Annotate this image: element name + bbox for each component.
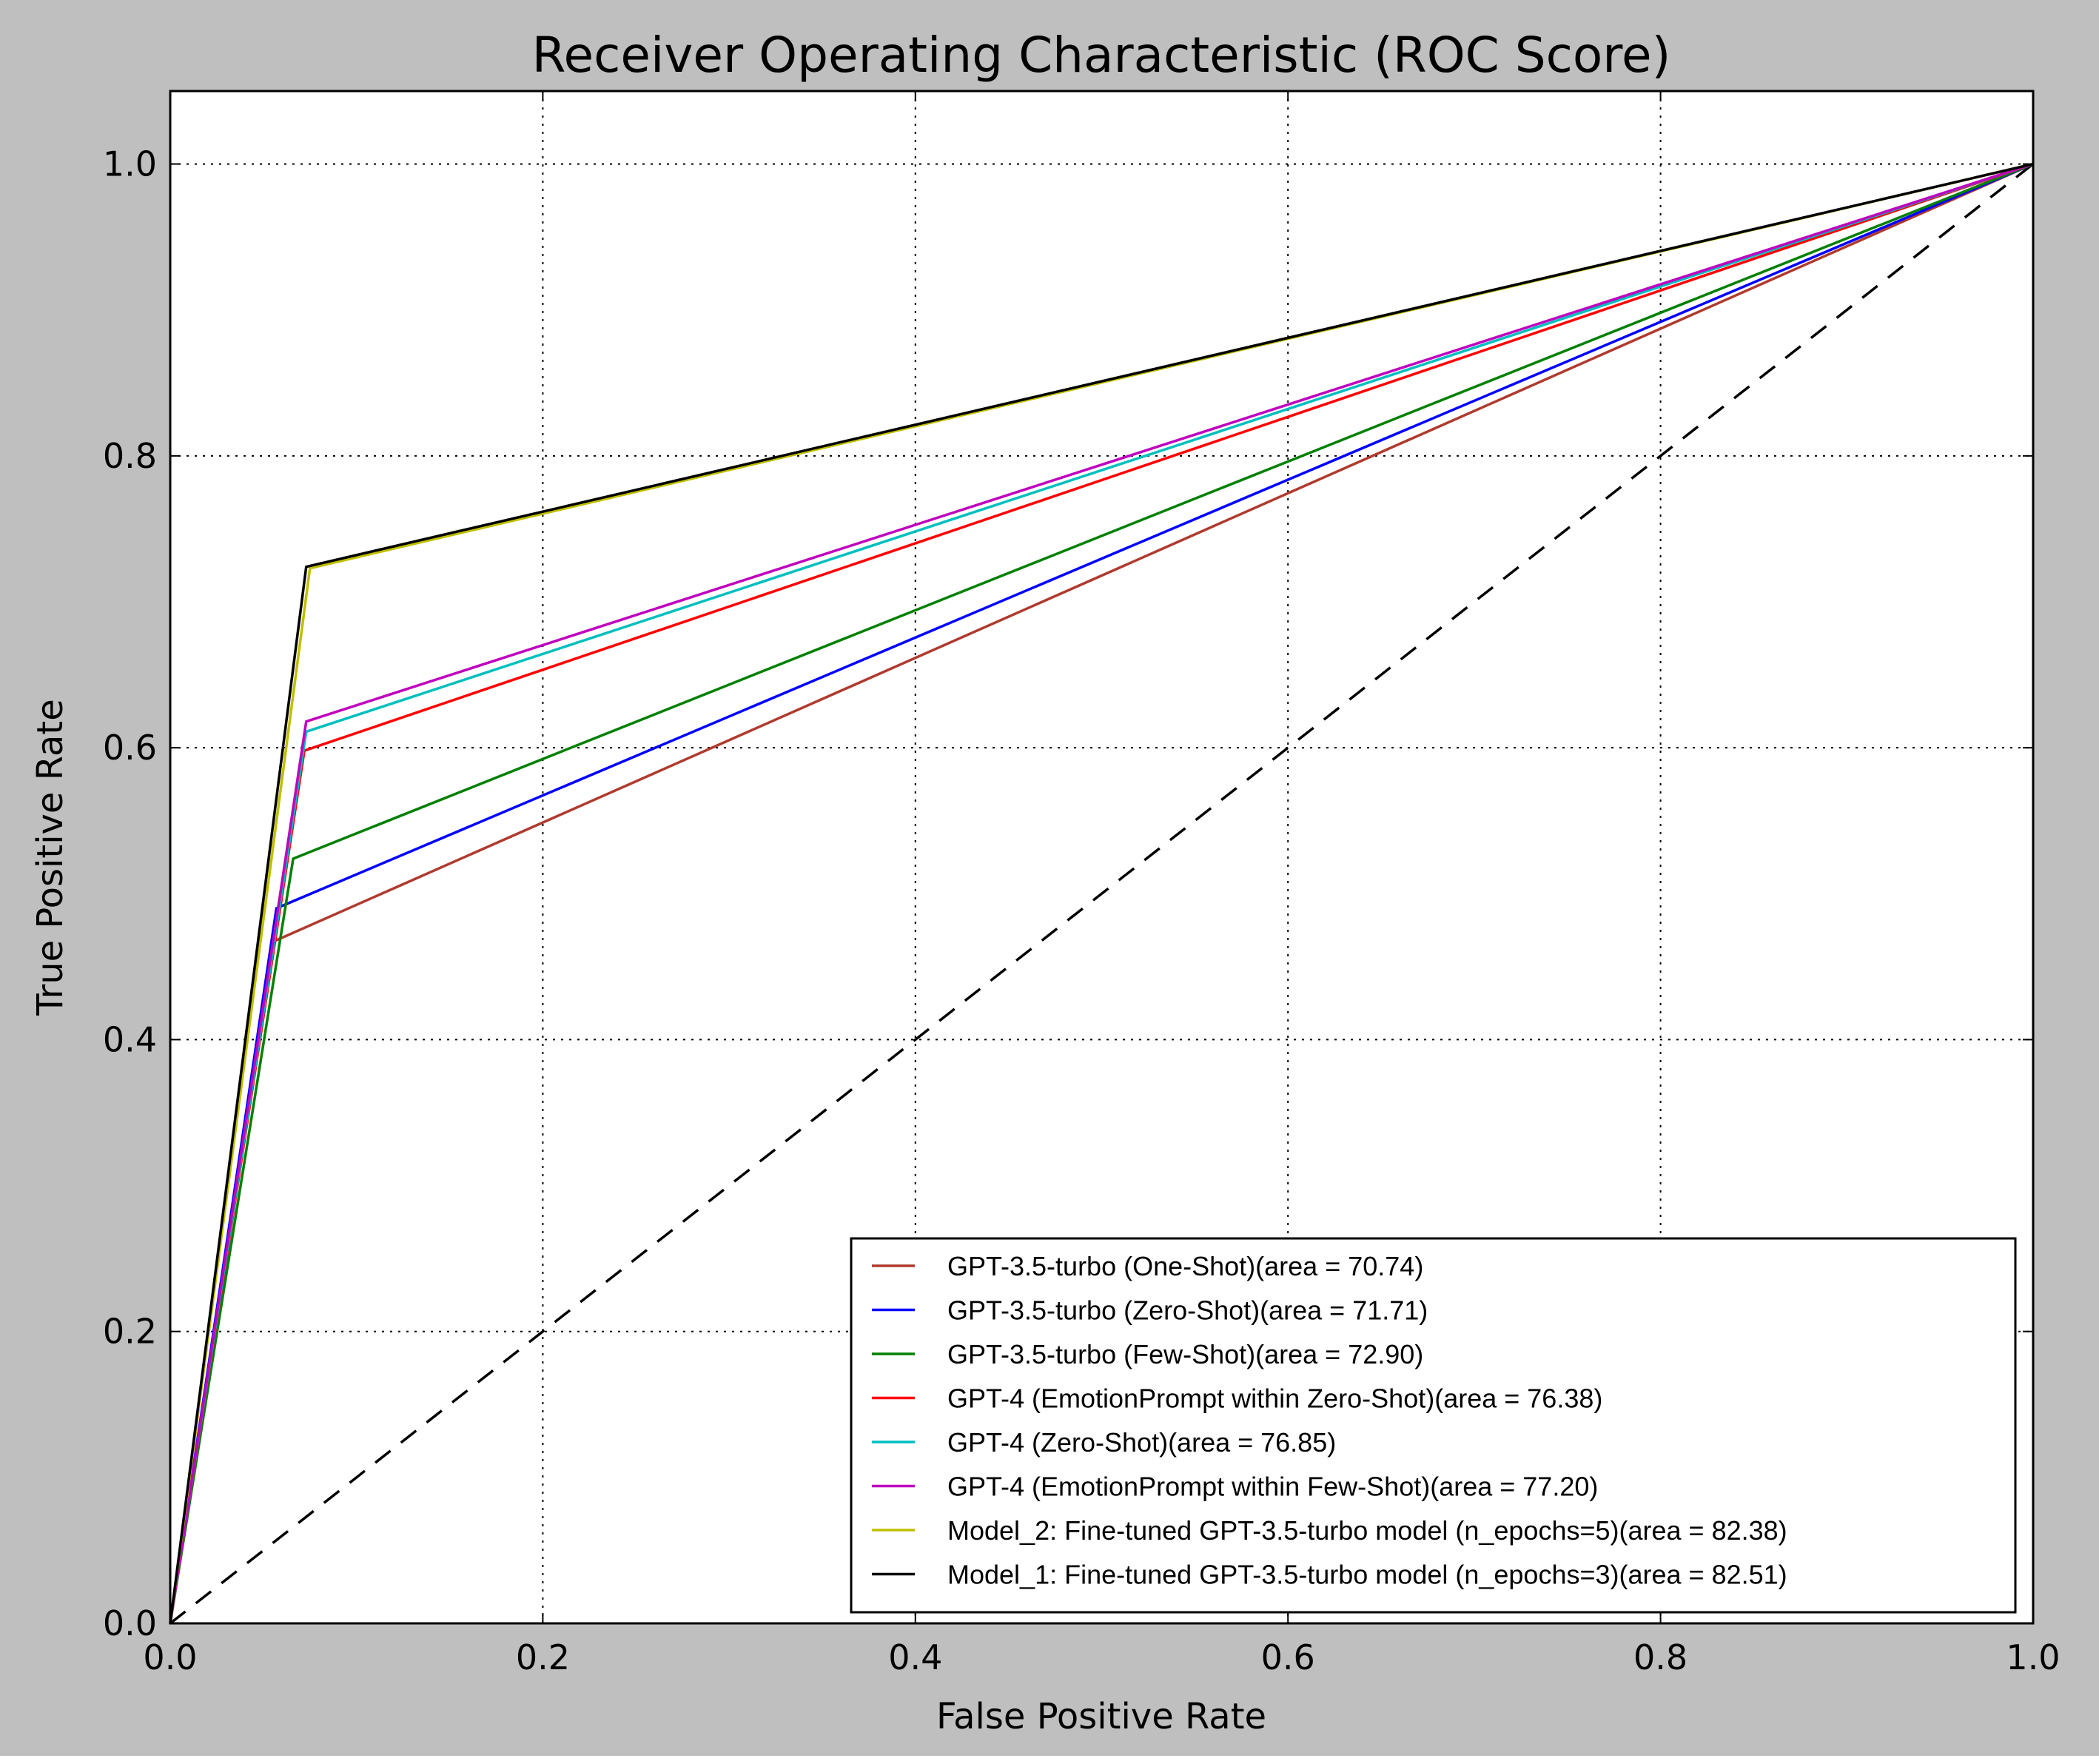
roc-curve-8 — [169, 162, 2034, 1624]
chart-title: Receiver Operating Characteristic (ROC S… — [532, 27, 1671, 84]
y-tick-label: 0.8 — [103, 436, 157, 476]
grid-lines — [170, 91, 2033, 1623]
y-axis-label: True Positive Rate — [30, 699, 71, 1016]
roc-curve-6 — [169, 162, 2034, 1624]
legend-label-6: GPT-4 (EmotionPrompt within Few-Shot)(ar… — [947, 1472, 1598, 1502]
reference-line-layer — [169, 163, 2035, 1625]
series-layer — [169, 162, 2034, 1624]
x-tick-labels: 0.0 0.2 0.4 0.6 0.8 1.0 — [143, 1637, 2060, 1677]
x-tick-label: 0.6 — [1261, 1637, 1315, 1677]
legend-label-4: GPT-4 (EmotionPrompt within Zero-Shot)(a… — [947, 1384, 1602, 1414]
y-tick-label: 1.0 — [103, 144, 157, 184]
x-axis-label: False Positive Rate — [936, 1696, 1266, 1737]
y-tick-label: 0.2 — [103, 1312, 157, 1352]
legend-label-5: GPT-4 (Zero-Shot)(area = 76.85) — [947, 1427, 1336, 1458]
x-tick-label: 0.2 — [516, 1637, 570, 1677]
legend-entries: GPT-3.5-turbo (One-Shot)(area = 70.74) GP… — [872, 1251, 1787, 1590]
x-tick-label: 1.0 — [2006, 1637, 2060, 1677]
y-tick-label: 0.4 — [103, 1019, 157, 1059]
page-edge — [0, 1756, 2099, 1764]
x-tick-label: 0.8 — [1633, 1637, 1687, 1677]
plot-frame — [169, 90, 2035, 1625]
legend-label-8: Model_1: Fine-tuned GPT-3.5-turbo model … — [947, 1560, 1787, 1590]
legend-label-1: GPT-3.5-turbo (One-Shot)(area = 70.74) — [947, 1251, 1423, 1281]
tick-marks — [169, 91, 2034, 1624]
x-tick-label: 0.0 — [143, 1637, 197, 1677]
roc-curve-3 — [169, 162, 2034, 1624]
y-tick-labels: 0.0 0.2 0.4 0.6 0.8 1.0 — [103, 144, 157, 1643]
legend-frame — [850, 1237, 2017, 1614]
chance-diagonal-line — [169, 163, 2035, 1625]
legend-label-2: GPT-3.5-turbo (Zero-Shot)(area = 71.71) — [947, 1295, 1428, 1326]
y-tick-label: 0.6 — [103, 728, 157, 768]
legend: GPT-3.5-turbo (One-Shot)(area = 70.74) GP… — [850, 1237, 2017, 1614]
y-tick-label: 0.0 — [103, 1603, 157, 1643]
legend-label-3: GPT-3.5-turbo (Few-Shot)(area = 72.90) — [947, 1339, 1423, 1369]
legend-label-7: Model_2: Fine-tuned GPT-3.5-turbo model … — [947, 1515, 1787, 1546]
x-tick-label: 0.4 — [888, 1637, 942, 1677]
